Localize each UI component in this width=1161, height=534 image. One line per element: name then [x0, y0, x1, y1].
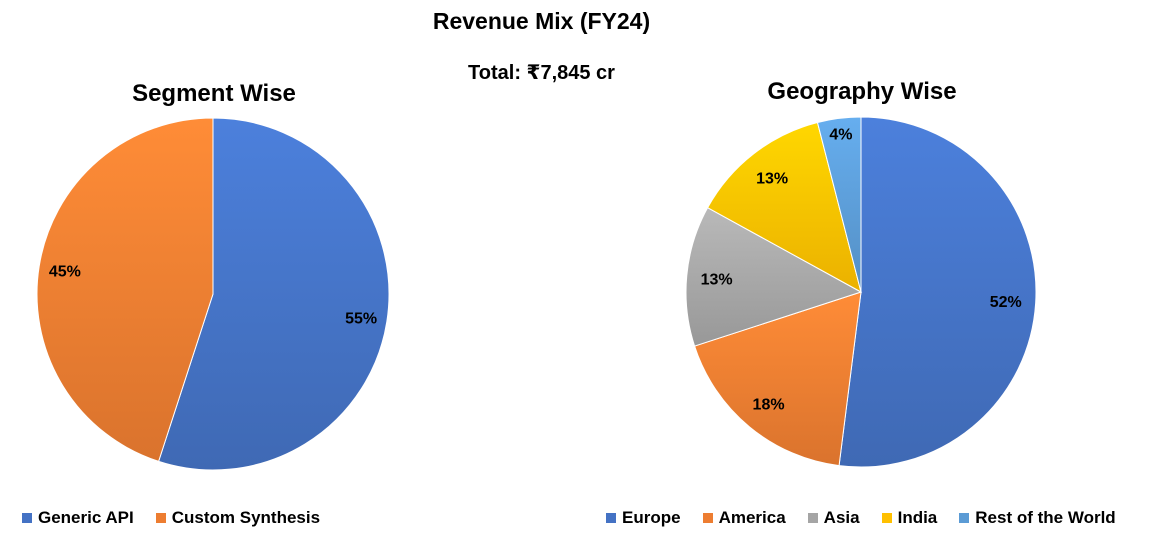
pie-slice-custom-synthesis: [36, 117, 214, 463]
pie-slice-india: [706, 121, 862, 293]
pie-slice-generic-api: [157, 117, 390, 471]
data-label-custom-synthesis: 45%: [49, 264, 81, 281]
geography-legend: Europe America Asia India Rest of the World: [606, 508, 1116, 528]
pie-slice-asia: [685, 207, 863, 347]
data-label-asia: 13%: [701, 271, 733, 288]
legend-label: Rest of the World: [975, 508, 1116, 527]
data-label-america: 18%: [753, 397, 785, 414]
legend-item-generic-api: Generic API: [22, 508, 134, 528]
legend-swatch: [606, 513, 616, 523]
legend-swatch: [807, 513, 818, 523]
legend-item-rest-of-the-world: Rest of the World: [959, 508, 1116, 528]
page-subtitle: Total: ₹7,845 cr: [468, 62, 615, 84]
legend-swatch: [702, 513, 713, 523]
legend-item-america: America: [702, 508, 786, 528]
pie-slice-america: [693, 291, 862, 467]
legend-swatch: [155, 513, 166, 523]
data-label-europe: 52%: [990, 294, 1022, 311]
segment-chart-title: Segment Wise: [132, 80, 296, 107]
legend-swatch: [22, 513, 32, 523]
legend-swatch: [881, 513, 892, 523]
legend-label: Custom Synthesis: [171, 508, 321, 527]
data-label-generic-api: 55%: [345, 310, 377, 327]
legend-label: Generic API: [38, 508, 134, 527]
legend-label: America: [718, 508, 786, 527]
legend-swatch: [959, 513, 970, 523]
geography-chart-title: Geography Wise: [767, 78, 957, 105]
legend-item-asia: Asia: [807, 508, 860, 528]
page-title: Revenue Mix (FY24): [432, 8, 651, 34]
legend-item-europe: Europe: [606, 508, 681, 528]
data-label-india: 13%: [756, 170, 788, 187]
legend-label: Asia: [823, 508, 860, 527]
segment-legend: Generic API Custom Synthesis: [22, 508, 320, 528]
pie-slice-europe: [838, 116, 1037, 468]
data-label-rest-of-the-world: 4%: [829, 126, 852, 143]
pie-slice-rest-of-the-world: [816, 116, 862, 293]
legend-label: India: [897, 508, 938, 527]
legend-item-custom-synthesis: Custom Synthesis: [155, 508, 321, 528]
legend-item-india: India: [881, 508, 938, 528]
legend-label: Europe: [622, 508, 681, 527]
